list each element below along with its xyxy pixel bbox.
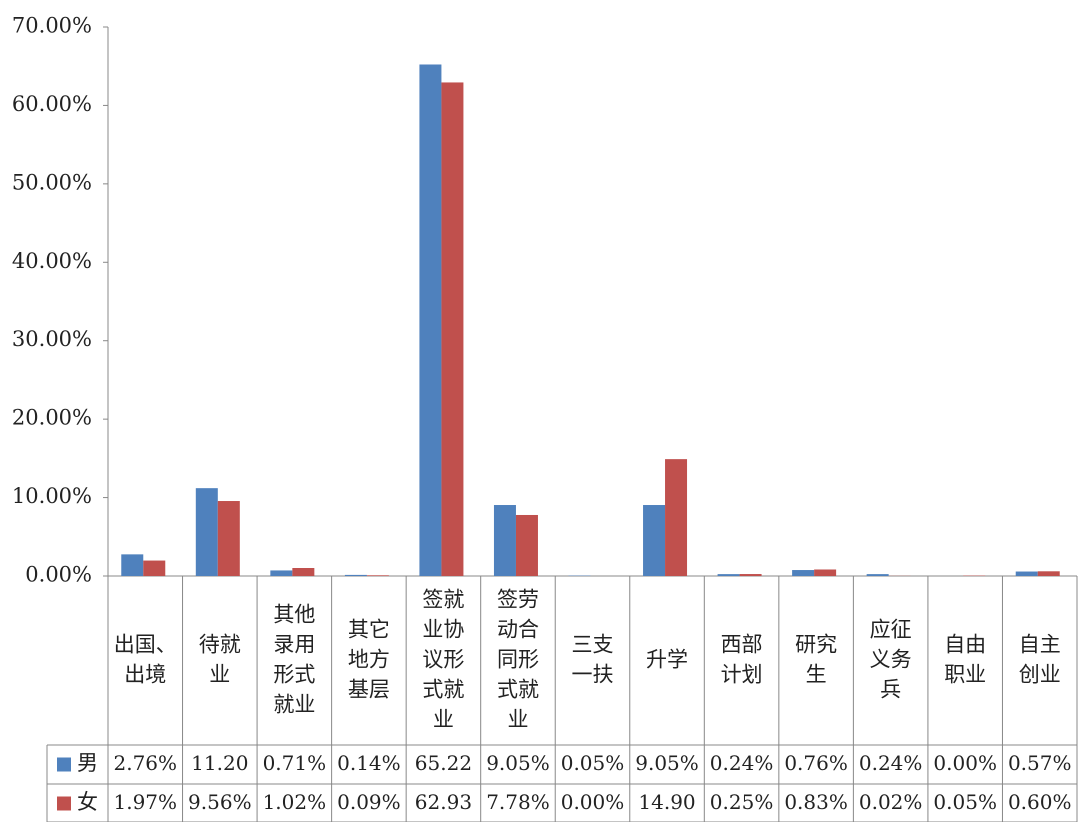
bar bbox=[717, 574, 740, 576]
x-tick-label: 研究生 bbox=[795, 632, 837, 686]
table-value: 0.24% bbox=[859, 751, 923, 775]
y-tick-label: 0.00% bbox=[25, 563, 92, 587]
bar bbox=[441, 82, 464, 576]
table-value: 0.76% bbox=[784, 751, 848, 775]
table-value: 0.02% bbox=[859, 790, 923, 814]
y-tick-label: 60.00% bbox=[12, 92, 92, 116]
bar bbox=[1015, 571, 1038, 576]
bar bbox=[217, 501, 240, 576]
x-tick-label: 签劳动合同形式就业 bbox=[497, 587, 539, 731]
table-value: 2.76% bbox=[113, 751, 177, 775]
table-value: 0.00% bbox=[561, 790, 625, 814]
y-tick-label: 40.00% bbox=[12, 249, 92, 273]
bar bbox=[515, 514, 538, 576]
table-value: 62.93 bbox=[415, 790, 472, 814]
bar bbox=[1037, 571, 1060, 576]
bar bbox=[270, 570, 293, 576]
bar bbox=[344, 574, 367, 576]
x-tick-label: 出国、出境 bbox=[114, 632, 177, 686]
table-value: 14.90 bbox=[638, 790, 695, 814]
bar bbox=[292, 568, 315, 576]
bar bbox=[493, 505, 516, 576]
bar bbox=[792, 570, 815, 576]
bar bbox=[366, 575, 389, 576]
bar bbox=[195, 488, 218, 576]
bar bbox=[121, 554, 144, 576]
legend-swatch bbox=[57, 796, 71, 811]
table-value: 0.09% bbox=[337, 790, 401, 814]
table-value: 1.02% bbox=[263, 790, 327, 814]
x-tick-label: 自主创业 bbox=[1019, 632, 1061, 686]
table-value: 7.78% bbox=[486, 790, 550, 814]
y-tick-label: 70.00% bbox=[12, 14, 92, 38]
bar bbox=[643, 505, 666, 576]
x-tick-label: 签就业协议形式就业 bbox=[422, 587, 464, 731]
table-value: 9.56% bbox=[188, 790, 252, 814]
table-value: 0.00% bbox=[933, 751, 997, 775]
x-tick-label: 三支一扶 bbox=[572, 632, 614, 686]
table-value: 9.05% bbox=[486, 751, 550, 775]
x-tick-label: 待就业 bbox=[199, 632, 241, 686]
y-tick-label: 50.00% bbox=[12, 170, 92, 194]
table-value: 65.22 bbox=[415, 751, 472, 775]
bar bbox=[419, 64, 442, 576]
table-value: 0.60% bbox=[1008, 790, 1072, 814]
x-tick-label: 应征义务兵 bbox=[870, 617, 912, 701]
y-tick-label: 10.00% bbox=[12, 484, 92, 508]
table-value: 0.25% bbox=[710, 790, 774, 814]
bar bbox=[665, 459, 688, 576]
legend-label: 男 bbox=[77, 751, 98, 775]
legend-label: 女 bbox=[77, 790, 98, 814]
x-tick-label: 自由职业 bbox=[944, 632, 986, 686]
table-value: 0.71% bbox=[263, 751, 327, 775]
x-tick-label: 其它地方基层 bbox=[348, 617, 390, 701]
legend-swatch bbox=[57, 757, 71, 772]
table-value: 0.05% bbox=[561, 751, 625, 775]
table-value: 0.83% bbox=[784, 790, 848, 814]
table-value: 0.14% bbox=[337, 751, 401, 775]
y-tick-label: 20.00% bbox=[12, 406, 92, 430]
y-tick-label: 30.00% bbox=[12, 327, 92, 351]
table-value: 0.24% bbox=[710, 751, 774, 775]
bar bbox=[739, 574, 762, 576]
table-value: 11.20 bbox=[191, 751, 248, 775]
bar bbox=[866, 574, 889, 576]
x-tick-label: 西部计划 bbox=[721, 632, 763, 686]
table-value: 9.05% bbox=[635, 751, 699, 775]
bar bbox=[143, 560, 166, 576]
x-tick-label: 其他录用形式就业 bbox=[273, 602, 315, 716]
bar bbox=[814, 569, 837, 576]
table-value: 1.97% bbox=[113, 790, 177, 814]
x-tick-label: 升学 bbox=[646, 647, 688, 671]
table-value: 0.57% bbox=[1008, 751, 1072, 775]
table-value: 0.05% bbox=[933, 790, 997, 814]
